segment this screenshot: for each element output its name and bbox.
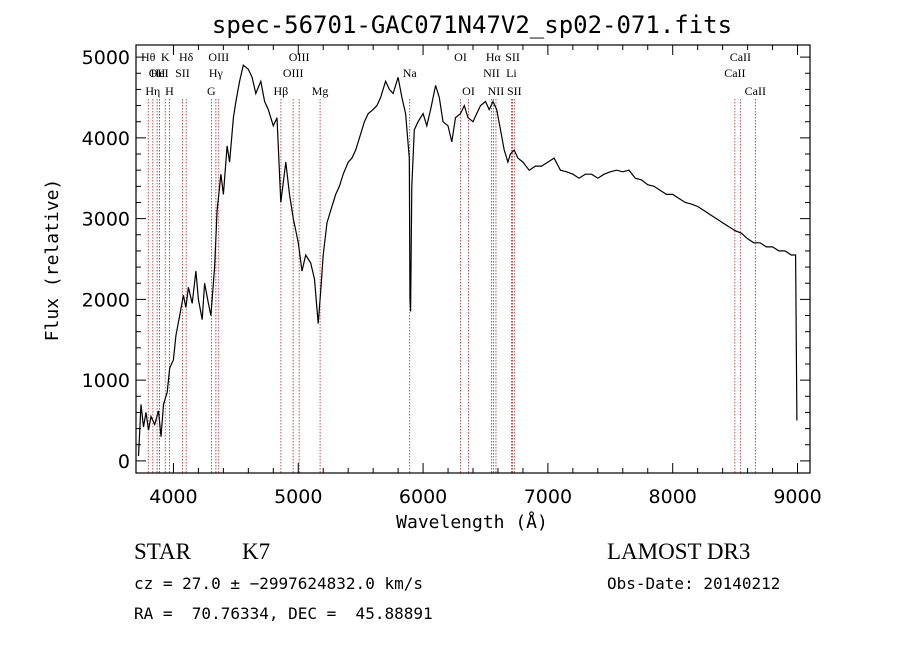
- survey-label: LAMOST DR3: [607, 539, 751, 564]
- axes: 4000 5000 6000 7000 8000 9000 0 1000 2000 3000 400…: [82, 45, 822, 508]
- class-label: STAR: [134, 539, 191, 564]
- marker-label-19: Hα: [486, 50, 502, 64]
- y-tick-label-1: 1000: [82, 370, 130, 392]
- marker-label-12: OIII: [283, 66, 304, 80]
- y-tick-label-5: 5000: [82, 47, 130, 69]
- line-markers: HθHηOIIHeIKHSIIHδGHγOIIIHβOIIIOIIIMgNaOI…: [141, 50, 766, 473]
- marker-label-23: SII: [507, 84, 522, 98]
- x-tick-label-1: 5000: [274, 486, 322, 508]
- marker-label-1: Hη: [145, 84, 160, 98]
- x-tick-label-0: 4000: [149, 486, 197, 508]
- marker-label-0: Hθ: [141, 50, 156, 64]
- plot-frame: [135, 44, 811, 474]
- chart-title: spec-56701-GAC071N47V2_sp02-071.fits: [212, 11, 732, 39]
- marker-label-25: CaII: [730, 50, 751, 64]
- marker-label-20: NII: [488, 84, 505, 98]
- marker-label-18: NII: [483, 66, 500, 80]
- x-tick-label-5: 9000: [773, 486, 821, 508]
- marker-label-11: Hβ: [274, 84, 289, 98]
- marker-label-21: Li: [506, 66, 517, 80]
- y-tick-label-3: 3000: [82, 209, 130, 231]
- x-axis-label: Wavelength (Å): [396, 511, 548, 533]
- y-tick-label-2: 2000: [82, 289, 130, 311]
- marker-label-4: K: [161, 50, 170, 64]
- marker-label-6: SII: [175, 66, 190, 80]
- redshift-text: cz = 27.0 ± −2997624832.0 km/s: [134, 574, 423, 593]
- marker-label-17: OI: [462, 84, 475, 98]
- marker-label-5: H: [165, 84, 174, 98]
- x-tick-label-4: 8000: [649, 486, 697, 508]
- marker-label-3: HeI: [151, 66, 169, 80]
- marker-label-15: Na: [403, 66, 418, 80]
- marker-label-8: G: [207, 84, 216, 98]
- marker-label-24: CaII: [724, 66, 745, 80]
- marker-label-13: OIII: [289, 50, 310, 64]
- marker-label-14: Mg: [312, 84, 329, 98]
- marker-label-7: Hδ: [179, 50, 194, 64]
- y-tick-label-4: 4000: [82, 128, 130, 150]
- coordinates-text: RA = 70.76334, DEC = 45.88891: [134, 604, 433, 623]
- marker-label-10: OIII: [208, 50, 229, 64]
- y-axis-label: Flux (relative): [42, 179, 63, 342]
- marker-label-22: SII: [505, 50, 520, 64]
- marker-label-2: OII: [149, 66, 166, 80]
- marker-label-9: Hγ: [209, 66, 224, 80]
- flux-line: [137, 64, 798, 457]
- y-tick-label-0: 0: [118, 451, 130, 473]
- x-tick-label-2: 6000: [399, 486, 447, 508]
- subclass-label: K7: [242, 539, 271, 564]
- marker-label-16: OI: [454, 50, 467, 64]
- marker-label-26: CaII: [745, 84, 766, 98]
- obs-date-text: Obs-Date: 20140212: [607, 574, 781, 593]
- x-tick-label-3: 7000: [524, 486, 572, 508]
